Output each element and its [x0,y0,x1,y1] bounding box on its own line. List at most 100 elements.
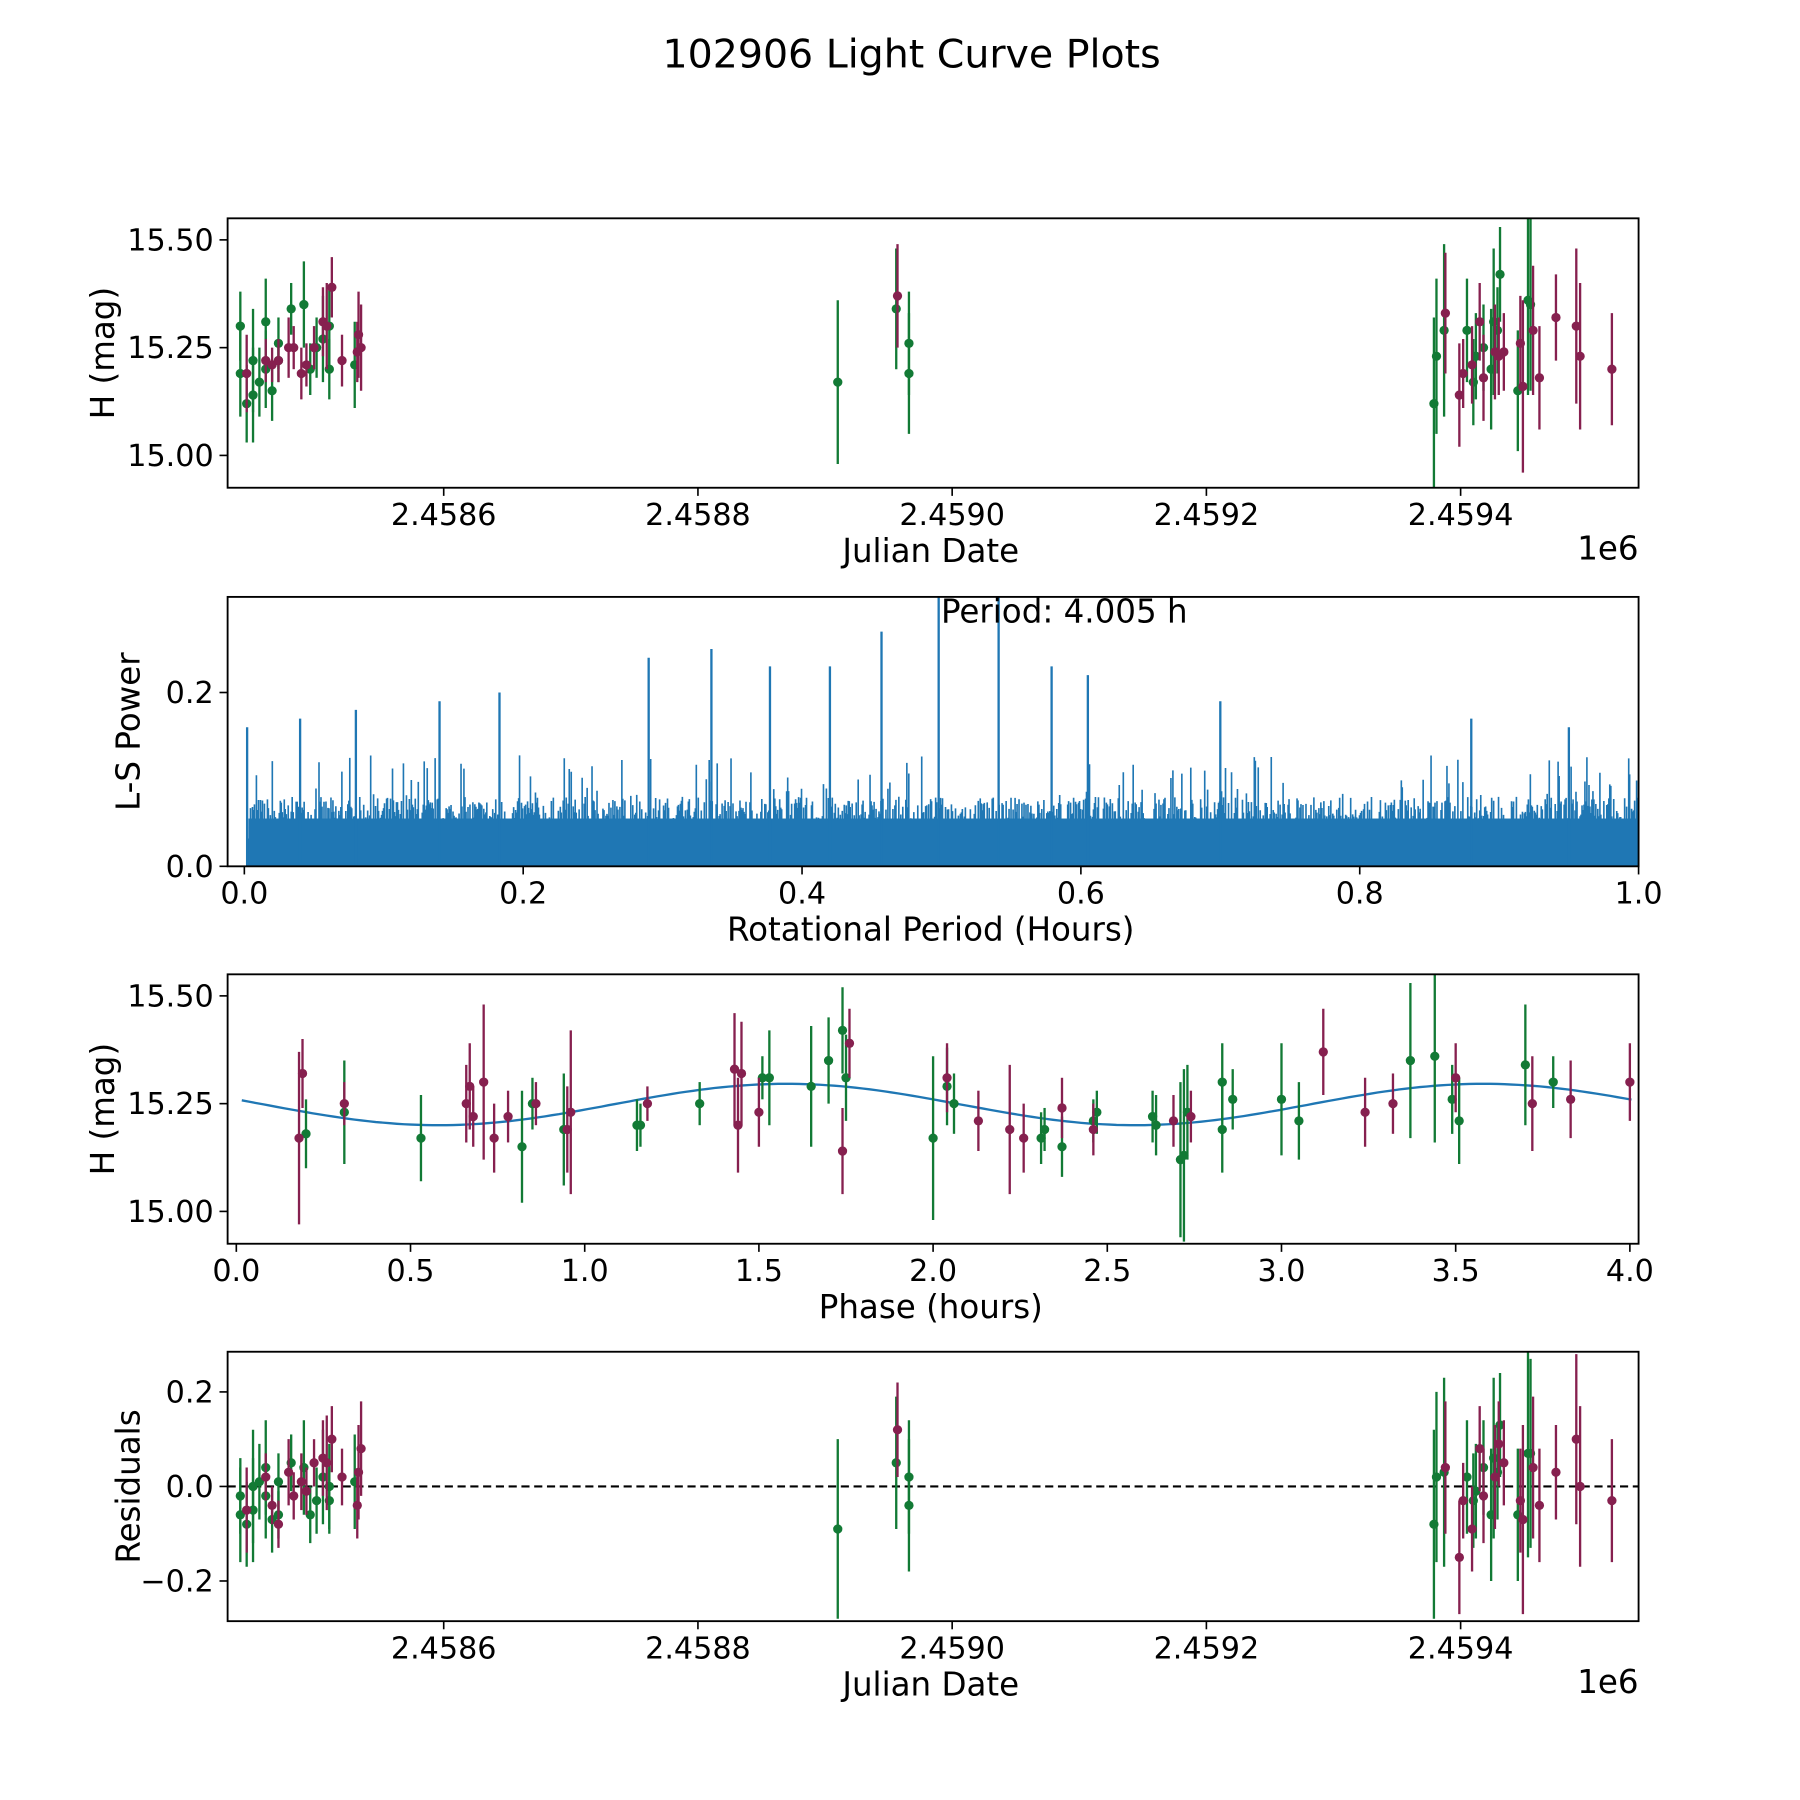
x-tick-label: 1.0 [1615,876,1663,911]
x-tick-label: 0.5 [387,1254,435,1289]
green-data-point [904,368,914,379]
maroon-data-point [1494,1439,1504,1449]
x-tick-label: 2.4586 [391,498,497,533]
x-axis-label: Phase (hours) [819,1288,1043,1326]
maroon-data-point [503,1111,513,1122]
maroon-data-point [352,1500,362,1511]
maroon-data-point [1551,312,1561,323]
maroon-data-point [267,1500,277,1511]
green-data-point [1294,1116,1304,1126]
maroon-data-point [1458,368,1468,379]
maroon-data-point [1499,347,1509,357]
x-tick-label: 2.4592 [1154,498,1260,533]
maroon-data-point [309,1458,319,1468]
figure-title: 102906 Light Curve Plots [663,31,1161,77]
maroon-data-point [327,282,337,292]
maroon-data-point [1088,1124,1098,1135]
y-tick-label: 15.25 [127,331,213,366]
green-data-point [695,1098,705,1109]
x-axis-label: Julian Date [840,1665,1019,1703]
green-data-point [1462,1472,1472,1482]
green-data-point [1520,1060,1530,1070]
maroon-data-point [736,1068,747,1079]
green-data-point [1430,1051,1440,1061]
green-data-point [1471,1486,1481,1496]
plot-area [241,974,1635,1242]
maroon-data-point [642,1098,653,1109]
y-axis-label: H (mag) [84,287,122,419]
maroon-data-point [322,321,332,331]
green-data-point [1495,269,1505,280]
green-data-point [837,1025,848,1036]
x-tick-label: 2.4594 [1408,498,1514,533]
x-tick-label: 2.4592 [1154,1631,1260,1666]
maroon-data-point [1478,373,1489,383]
maroon-data-point [294,1133,304,1143]
green-data-point [305,1510,315,1520]
maroon-data-point [1551,1467,1561,1477]
maroon-data-point [892,1425,903,1435]
x-tick-label: 0.8 [1336,876,1384,911]
x-tick-label: 2.4594 [1408,1631,1514,1666]
green-data-point [806,1081,816,1092]
maroon-data-point [1467,1524,1477,1534]
green-data-point [416,1133,426,1143]
axes-frame [226,217,1640,489]
y-tick-label: 0.2 [166,1375,214,1410]
y-tick-label: −0.2 [140,1564,213,1599]
y-tick-label: 15.50 [127,223,213,258]
maroon-data-point [973,1116,984,1126]
x-tick-label: 0.2 [499,876,547,911]
y-axis-label: L-S Power [109,652,147,811]
green-data-point [248,390,258,400]
y-tick-label: 15.00 [127,439,213,474]
green-data-point [235,368,245,379]
maroon-data-point [1168,1116,1179,1126]
maroon-data-point [297,1068,308,1079]
green-data-point [1217,1124,1227,1135]
maroon-data-point [1454,390,1464,400]
maroon-data-point [468,1111,478,1122]
phased-lightcurve-panel: 0.0 0.5 1.0 1.5 2.0 2.5 3.0 3.5 4.0 15.00 15.25 15.… [84,973,1654,1326]
green-data-point [904,1500,914,1511]
maroon-data-point [289,342,299,353]
maroon-data-point [1625,1077,1635,1087]
maroon-data-point [1467,360,1477,370]
x-tick-label: 2.4588 [645,498,751,533]
green-data-point [235,321,245,331]
maroon-data-point [1607,364,1617,374]
maroon-data-point [296,1477,306,1487]
green-data-point [1151,1120,1161,1130]
maroon-data-point [1318,1047,1328,1057]
maroon-data-point [489,1133,499,1143]
green-data-point [928,1133,938,1143]
maroon-data-point [242,368,252,379]
green-data-point [248,1505,258,1515]
maroon-data-point [289,1491,299,1501]
green-data-point [1228,1094,1238,1104]
y-tick-label: 15.50 [127,979,213,1014]
green-data-point [235,1510,245,1520]
maroon-data-point [1454,1552,1464,1562]
maroon-data-point [729,1064,740,1074]
green-data-point [1039,1124,1050,1135]
residuals-panel: 2.4586 2.4588 2.4590 2.4592 2.4594 −0.2 0.0 0.2… [109,1350,1640,1703]
maroon-data-point [1575,351,1585,361]
maroon-data-point [1186,1111,1196,1122]
maroon-data-point [309,342,319,353]
x-axis-label: Julian Date [840,532,1019,570]
x-tick-label: 1.0 [561,1254,609,1289]
x-offset-label: 1e6 [1577,530,1638,568]
maroon-data-point [283,1467,294,1477]
x-tick-label: 0.6 [1057,876,1105,911]
maroon-data-point [942,1073,952,1083]
y-tick-label: 0.0 [166,1470,214,1505]
maroon-data-point [1490,1472,1500,1482]
maroon-data-point [1458,1495,1468,1506]
x-offset-label: 1e6 [1577,1663,1638,1701]
green-data-point [1092,1107,1102,1117]
x-tick-label: 2.5 [1083,1254,1131,1289]
y-tick-label: 0.0 [166,850,214,885]
green-data-point [311,1495,322,1506]
green-data-point [891,1458,901,1468]
